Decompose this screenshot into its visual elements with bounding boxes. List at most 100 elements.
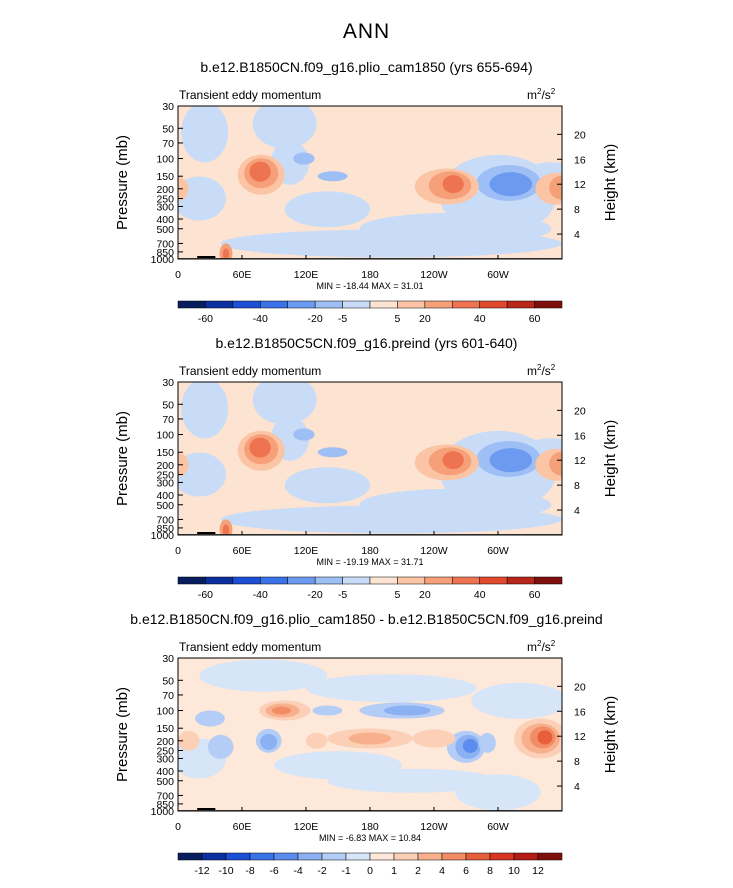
colorbar-swatch xyxy=(534,300,563,309)
panel-2-units: m2/s2 xyxy=(527,363,556,378)
colorbar-swatch xyxy=(452,576,480,585)
x-tick-label: 0 xyxy=(175,545,181,557)
x-tick-label: 120E xyxy=(294,545,319,557)
panel-1-heatmap: Transient eddy momentum m2/s2305070100150… xyxy=(114,87,619,325)
y-tick-label: 70 xyxy=(162,690,174,702)
x-tick-label: 60E xyxy=(233,821,252,833)
topography xyxy=(197,532,216,535)
colorbar-swatch xyxy=(342,300,371,309)
x-tick-label: 60E xyxy=(233,269,252,281)
y-tick-label: 400 xyxy=(156,490,174,502)
y-right-tick-label: 12 xyxy=(574,455,586,467)
y-tick-label: 700 xyxy=(156,514,174,526)
colorbar-swatch xyxy=(441,852,467,861)
y-tick-label: 700 xyxy=(156,238,174,250)
y-tick-label: 30 xyxy=(162,377,174,389)
colorbar-swatch xyxy=(424,300,453,309)
panel-1-field xyxy=(178,106,562,259)
colorbar-swatch xyxy=(249,852,275,861)
panel-3-units: m2/s2 xyxy=(527,639,556,654)
colorbar-swatch xyxy=(397,300,426,309)
panel-3-field xyxy=(178,658,562,811)
colorbar-swatch xyxy=(537,852,563,861)
panel-1-variable-label: Transient eddy momentum xyxy=(179,88,321,102)
y-right-tick-label: 4 xyxy=(574,229,580,241)
y-tick-label: 250 xyxy=(156,470,174,482)
y-tick-label: 850 xyxy=(156,799,174,811)
colorbar-swatch xyxy=(260,300,288,309)
x-tick-label: 120W xyxy=(420,545,448,557)
colorbar-swatch xyxy=(506,300,535,309)
y-tick-label: 70 xyxy=(162,414,174,426)
colorbar-swatch xyxy=(397,576,426,585)
y-tick-label: 150 xyxy=(156,723,174,735)
colorbar-label: -60 xyxy=(198,589,213,601)
y-right-tick-label: 20 xyxy=(574,405,586,417)
y-tick-label: 1000 xyxy=(151,530,175,542)
y-right-tick-label: 4 xyxy=(574,505,580,517)
colorbar-label: -40 xyxy=(253,589,268,601)
colorbar-swatch xyxy=(452,300,480,309)
min-max-stats: MIN = -19.19 MAX = 31.71 xyxy=(316,557,423,567)
y-tick-label: 250 xyxy=(156,194,174,206)
y-right-tick-label: 16 xyxy=(574,706,586,718)
colorbar-label: 20 xyxy=(419,589,431,601)
colorbar-swatch xyxy=(479,300,508,309)
colorbar-label: 20 xyxy=(419,313,431,325)
y-right-tick-label: 12 xyxy=(574,731,586,743)
colorbar-label: -6 xyxy=(269,865,278,877)
x-tick-label: 60E xyxy=(233,545,252,557)
panel-1-units: m2/s2 xyxy=(527,87,556,102)
topography xyxy=(197,256,216,259)
y-tick-label: 400 xyxy=(156,766,174,778)
colorbar-swatch xyxy=(314,576,343,585)
y-right-tick-label: 8 xyxy=(574,756,580,768)
colorbar-swatch xyxy=(369,300,398,309)
y-tick-label: 300 xyxy=(156,477,174,489)
min-max-stats: MIN = -6.83 MAX = 10.84 xyxy=(319,833,421,843)
colorbar-label: 8 xyxy=(487,865,493,877)
colorbar-swatch xyxy=(479,576,508,585)
x-tick-label: 0 xyxy=(175,821,181,833)
colorbar-label: 40 xyxy=(474,589,486,601)
x-tick-label: 60W xyxy=(487,545,509,557)
panel-3-colorbar: -12 -10 -8 -6 -4 -2 -1 0 1 2 4 6 8 10 12 xyxy=(177,852,563,877)
colorbar-label: -20 xyxy=(308,313,323,325)
colorbar-swatch xyxy=(369,576,398,585)
panel-1-colorbar: -60 -40 -20 -5 5 20 40 60 xyxy=(177,300,563,325)
colorbar-swatch xyxy=(205,576,234,585)
y-tick-label: 200 xyxy=(156,460,174,472)
y-tick-label: 50 xyxy=(162,123,174,135)
y-tick-label: 200 xyxy=(156,184,174,196)
colorbar-label: 4 xyxy=(439,865,445,877)
y-tick-label: 70 xyxy=(162,138,174,150)
colorbar-label: -1 xyxy=(341,865,350,877)
y-tick-label: 300 xyxy=(156,201,174,213)
y-tick-label: 30 xyxy=(162,653,174,665)
panel-3-heatmap: Transient eddy momentum m2/s2305070100150… xyxy=(114,639,619,877)
colorbar-label: 10 xyxy=(508,865,520,877)
y-tick-label: 50 xyxy=(162,399,174,411)
colorbar-swatch xyxy=(260,576,288,585)
colorbar-label: -8 xyxy=(245,865,254,877)
colorbar-label: 1 xyxy=(391,865,397,877)
topography xyxy=(197,808,216,811)
y-right-tick-label: 20 xyxy=(574,681,586,693)
y-tick-label: 1000 xyxy=(151,254,175,266)
colorbar-label: 6 xyxy=(463,865,469,877)
colorbar-label: -4 xyxy=(293,865,302,877)
y-tick-label: 850 xyxy=(156,523,174,535)
colorbar-label: 12 xyxy=(532,865,544,877)
colorbar-swatch xyxy=(424,576,453,585)
colorbar-swatch xyxy=(273,852,299,861)
x-tick-label: 180 xyxy=(361,821,379,833)
y-axis-title: Pressure (mb) xyxy=(114,687,131,782)
colorbar-swatch xyxy=(314,300,343,309)
colorbar-swatch xyxy=(232,300,261,309)
colorbar-swatch xyxy=(177,852,203,861)
x-tick-label: 0 xyxy=(175,269,181,281)
colorbar-swatch xyxy=(201,852,227,861)
x-tick-label: 120W xyxy=(420,821,448,833)
colorbar-label: 60 xyxy=(529,589,541,601)
